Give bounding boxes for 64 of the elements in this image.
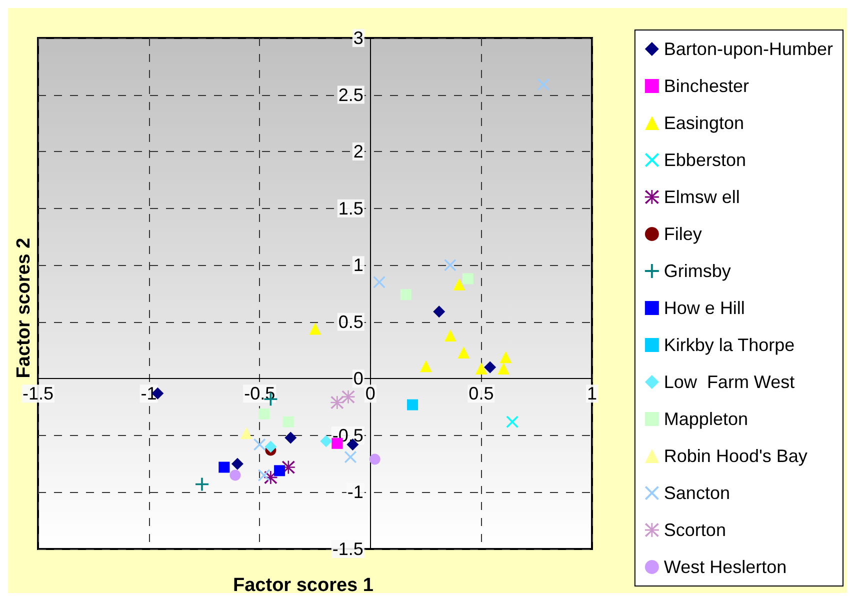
legend-label: Easington xyxy=(664,113,744,133)
legend-label: Ebberston xyxy=(664,150,746,170)
point xyxy=(258,408,270,420)
legend-label: Barton-upon-Humber xyxy=(664,39,834,59)
point xyxy=(400,289,412,300)
point xyxy=(231,458,244,470)
legend-label: Robin Hood's Bay xyxy=(664,446,808,466)
legend-label: Mappleton xyxy=(664,409,748,429)
point xyxy=(373,276,386,288)
point xyxy=(330,396,344,410)
x-tick-label: 1 xyxy=(586,384,598,404)
point xyxy=(258,469,270,482)
point xyxy=(420,360,432,372)
y-tick-label: -1.5 xyxy=(332,539,364,559)
x-tick-label: -1 xyxy=(140,384,157,404)
legend-label: Kirkby la Thorpe xyxy=(664,335,795,355)
y-tick-label: 1 xyxy=(353,255,364,276)
point xyxy=(264,440,277,453)
point xyxy=(282,416,294,428)
legend-label: How e Hill xyxy=(664,298,745,318)
point xyxy=(369,454,380,465)
point xyxy=(444,259,456,272)
legend-label: Scorton xyxy=(664,520,726,540)
x-tick-label: -1.5 xyxy=(22,384,54,404)
y-tick-label: 3 xyxy=(353,28,364,48)
point xyxy=(497,362,510,374)
legend-label: Filey xyxy=(664,224,702,244)
point xyxy=(484,361,496,374)
legend-label: Binchester xyxy=(664,76,749,96)
point xyxy=(309,322,321,335)
x-tick-label: 0.5 xyxy=(468,384,494,404)
point xyxy=(433,306,446,318)
point xyxy=(506,416,518,428)
point xyxy=(320,435,332,448)
point xyxy=(457,346,470,359)
legend-label: Grimsby xyxy=(664,261,731,281)
point xyxy=(274,465,286,476)
point xyxy=(475,362,488,374)
y-tick-label: 0 xyxy=(353,368,364,389)
y-axis-title: Factor scores 2 xyxy=(14,238,34,378)
point xyxy=(444,330,456,342)
point xyxy=(407,399,418,410)
point xyxy=(254,438,266,451)
legend-label: Elmsw ell xyxy=(664,187,740,207)
point xyxy=(453,278,466,290)
x-axis-title: Factor scores 1 xyxy=(233,575,374,596)
point xyxy=(344,451,356,464)
y-tick-label: 2.5 xyxy=(338,84,364,105)
y-tick-label: 2 xyxy=(353,142,364,162)
legend-label: Sancton xyxy=(664,483,730,503)
legend-label: West Heslerton xyxy=(664,557,787,577)
point xyxy=(230,470,241,481)
y-tick-label: -1 xyxy=(347,482,364,502)
y-tick-label: 1.5 xyxy=(338,198,364,218)
point xyxy=(195,478,208,491)
point xyxy=(218,462,230,473)
point xyxy=(284,432,297,444)
point xyxy=(462,273,474,284)
point xyxy=(342,390,355,404)
point xyxy=(500,351,512,364)
point xyxy=(537,78,550,91)
point xyxy=(240,427,252,440)
y-tick-label: 0.5 xyxy=(338,312,364,332)
legend-label: Low Farm West xyxy=(664,372,795,392)
